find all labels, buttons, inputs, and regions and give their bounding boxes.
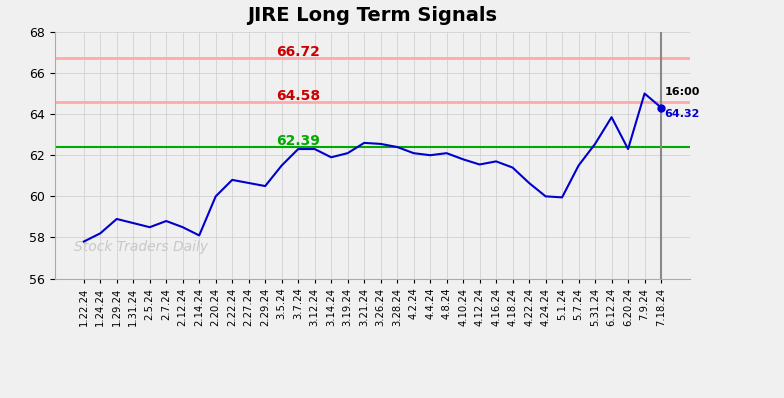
Text: 62.39: 62.39 — [276, 134, 320, 148]
Text: Stock Traders Daily: Stock Traders Daily — [74, 240, 208, 254]
Text: 66.72: 66.72 — [276, 45, 320, 59]
Title: JIRE Long Term Signals: JIRE Long Term Signals — [248, 6, 497, 25]
Text: 16:00: 16:00 — [664, 87, 700, 97]
Text: 64.58: 64.58 — [276, 89, 320, 103]
Text: 64.32: 64.32 — [664, 109, 700, 119]
